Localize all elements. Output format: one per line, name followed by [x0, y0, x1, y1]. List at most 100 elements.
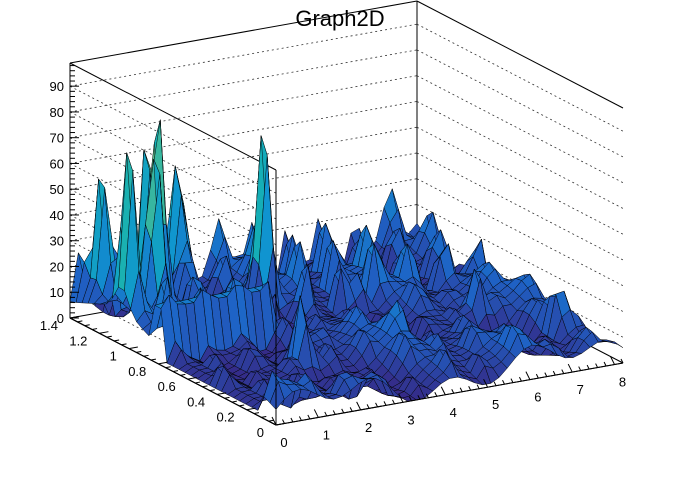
x-tick: [435, 392, 437, 396]
x-tick: [469, 386, 471, 390]
y-tick: [114, 340, 119, 341]
z-tick-label: 70: [50, 131, 64, 146]
x-tick: [392, 400, 394, 404]
y-tick: [210, 390, 215, 391]
y-tick: [247, 408, 256, 410]
x-tick: [308, 415, 310, 419]
gridline: [70, 127, 417, 189]
y-tick: [202, 386, 207, 387]
x-tick: [503, 380, 505, 384]
y-tick: [166, 367, 171, 368]
y-tick: [99, 332, 108, 334]
x-tick: [441, 387, 445, 395]
y-tick-label: 0: [257, 425, 264, 440]
x-tick: [350, 407, 352, 411]
x-tick: [452, 389, 454, 393]
gridline: [70, 101, 417, 163]
x-tick: [596, 364, 598, 368]
x-tick-label: 8: [619, 375, 626, 390]
x-tick: [494, 382, 496, 386]
x-tick-label: 7: [577, 382, 584, 397]
gridline: [70, 50, 417, 112]
y-tick: [261, 416, 266, 417]
z-tick-label: 50: [50, 182, 64, 197]
y-tick: [129, 347, 138, 349]
gridline: [417, 24, 623, 131]
x-tick: [460, 388, 462, 392]
x-tick: [367, 404, 369, 408]
x-tick-label: 0: [280, 435, 287, 450]
y-tick: [188, 378, 197, 380]
x-tick: [384, 401, 386, 405]
x-tick: [562, 370, 564, 374]
y-tick: [232, 401, 237, 402]
z-tick-label: 30: [50, 234, 64, 249]
y-tick: [107, 336, 112, 337]
y-tick: [254, 413, 259, 414]
frame-edge: [70, 63, 276, 170]
x-tick: [357, 402, 361, 410]
x-tick: [291, 418, 293, 422]
chart-title: Graph2D: [295, 6, 384, 31]
y-tick: [217, 393, 226, 395]
y-tick: [173, 371, 178, 372]
gridline: [417, 127, 623, 234]
x-tick-label: 4: [450, 405, 457, 420]
x-tick: [553, 371, 555, 375]
y-tick: [158, 362, 167, 364]
z-tick-label: 20: [50, 259, 64, 274]
y-tick: [195, 382, 200, 383]
z-tick-label: 80: [50, 105, 64, 120]
y-tick-label: 0.4: [187, 394, 205, 409]
x-tick: [314, 409, 318, 417]
x-tick-label: 5: [492, 397, 499, 412]
x-tick: [477, 385, 479, 389]
y-tick: [92, 329, 97, 330]
y-tick-label: 1.4: [40, 318, 58, 333]
z-tick-label: 90: [50, 79, 64, 94]
y-tick: [239, 405, 244, 406]
gridline: [417, 50, 623, 157]
x-tick: [568, 364, 572, 372]
y-tick-label: 0.8: [128, 364, 146, 379]
y-tick-label: 1: [110, 349, 117, 364]
y-tick: [77, 321, 82, 322]
y-tick: [144, 355, 149, 356]
y-tick: [122, 344, 127, 345]
x-tick: [376, 403, 378, 407]
x-tick-label: 6: [534, 390, 541, 405]
y-tick: [136, 351, 141, 352]
x-tick-label: 1: [323, 427, 330, 442]
y-tick: [151, 359, 156, 360]
x-tick: [526, 372, 530, 380]
x-tick: [604, 362, 606, 366]
y-tick: [180, 374, 185, 375]
gridline: [70, 153, 417, 215]
gridline: [417, 153, 623, 260]
gridline: [70, 24, 417, 86]
x-tick: [587, 365, 589, 369]
gridline: [70, 86, 276, 193]
x-tick-label: 2: [365, 420, 372, 435]
x-tick: [333, 410, 335, 414]
y-tick-label: 1.2: [69, 333, 87, 348]
x-tick: [536, 374, 538, 378]
surface-cell: [609, 342, 623, 348]
z-tick-label: 60: [50, 156, 64, 171]
x-tick: [511, 379, 513, 383]
x-tick: [342, 409, 344, 413]
surface-mesh: [70, 120, 623, 411]
x-tick-label: 3: [407, 412, 414, 427]
z-tick-label: 10: [50, 285, 64, 300]
x-tick: [519, 377, 521, 381]
x-tick: [579, 367, 581, 371]
gridline: [70, 76, 417, 138]
y-tick-label: 0.2: [216, 410, 234, 425]
frame-edge: [417, 1, 623, 108]
x-tick: [299, 416, 301, 420]
y-tick: [269, 420, 274, 421]
gridline: [417, 101, 623, 208]
x-tick: [282, 419, 284, 423]
